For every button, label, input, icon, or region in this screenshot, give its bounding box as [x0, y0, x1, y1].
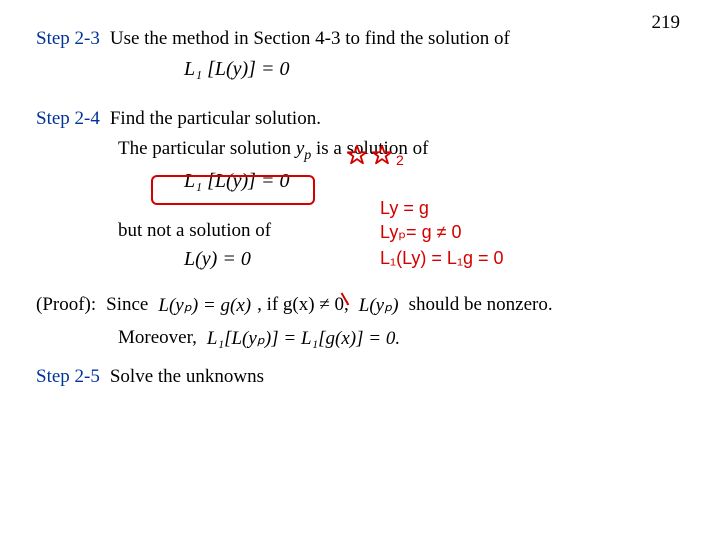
proof-cond: , if g(x) ≠ 0,: [257, 294, 349, 316]
red-stars: 2: [346, 144, 404, 168]
particular-intro-a: The particular solution: [118, 138, 296, 159]
step-2-3-text: Use the method in Section 4-3 to find th…: [110, 28, 684, 50]
proof-mid-math: L(yₚ): [357, 294, 401, 317]
step-2-5-row: Step 2-5 Solve the unknowns: [36, 366, 684, 388]
proof-since: Since: [106, 294, 148, 316]
red-eq3: L₁(Ly) = L₁g = 0: [380, 248, 504, 269]
yp-y: y: [296, 138, 304, 159]
step-2-5-label: Step 2-5: [36, 366, 100, 388]
proof-lhs-math: L(yₚ) = g(x): [156, 294, 253, 317]
step-2-4-text: Find the particular solution.: [110, 108, 684, 130]
star-icon: [371, 144, 393, 166]
formula-1: L₁ [L(y)] = 0: [184, 58, 684, 90]
page-number: 219: [652, 12, 681, 34]
star-subscript: 2: [396, 152, 404, 168]
formula-3-math: L(y) = 0: [184, 248, 251, 270]
formula-1-math: L₁ [L(y)] = 0: [184, 58, 289, 80]
proof-rhs: should be nonzero.: [409, 294, 553, 316]
red-eq1: Ly = g: [380, 198, 429, 219]
proof-row: (Proof): Since L(yₚ) = g(x) , if g(x) ≠ …: [36, 294, 684, 317]
step-2-4-label: Step 2-4: [36, 108, 100, 130]
moreover-math: L₁[L(yₚ)] = L₁[g(x)] = 0.: [205, 327, 402, 350]
step-2-4-row: Step 2-4 Find the particular solution.: [36, 108, 684, 130]
step-2-3-label: Step 2-3: [36, 28, 100, 50]
step-2-5-text: Solve the unknowns: [110, 366, 684, 388]
page-content: Step 2-3 Use the method in Section 4-3 t…: [0, 0, 720, 388]
moreover-label: Moreover,: [118, 327, 197, 349]
proof-label: (Proof):: [36, 294, 96, 316]
moreover-row: Moreover, L₁[L(yₚ)] = L₁[g(x)] = 0.: [118, 327, 684, 350]
step-2-3-row: Step 2-3 Use the method in Section 4-3 t…: [36, 28, 684, 50]
red-eq2: Lyₚ= g ≠ 0: [380, 222, 461, 243]
star-icon: [346, 144, 368, 166]
red-box-particular: [151, 175, 315, 205]
